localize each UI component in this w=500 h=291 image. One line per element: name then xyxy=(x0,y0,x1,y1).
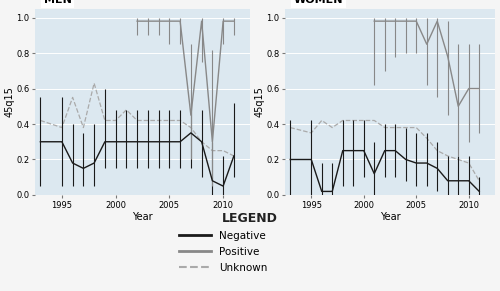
Text: MEN: MEN xyxy=(44,0,72,5)
Legend: Negative, Positive, Unknown: Negative, Positive, Unknown xyxy=(175,227,272,277)
Y-axis label: 45q15: 45q15 xyxy=(255,86,265,117)
X-axis label: Year: Year xyxy=(380,212,400,222)
Text: LEGEND: LEGEND xyxy=(222,212,278,226)
Text: WOMEN: WOMEN xyxy=(294,0,343,5)
Y-axis label: 45q15: 45q15 xyxy=(5,86,15,117)
X-axis label: Year: Year xyxy=(132,212,153,222)
